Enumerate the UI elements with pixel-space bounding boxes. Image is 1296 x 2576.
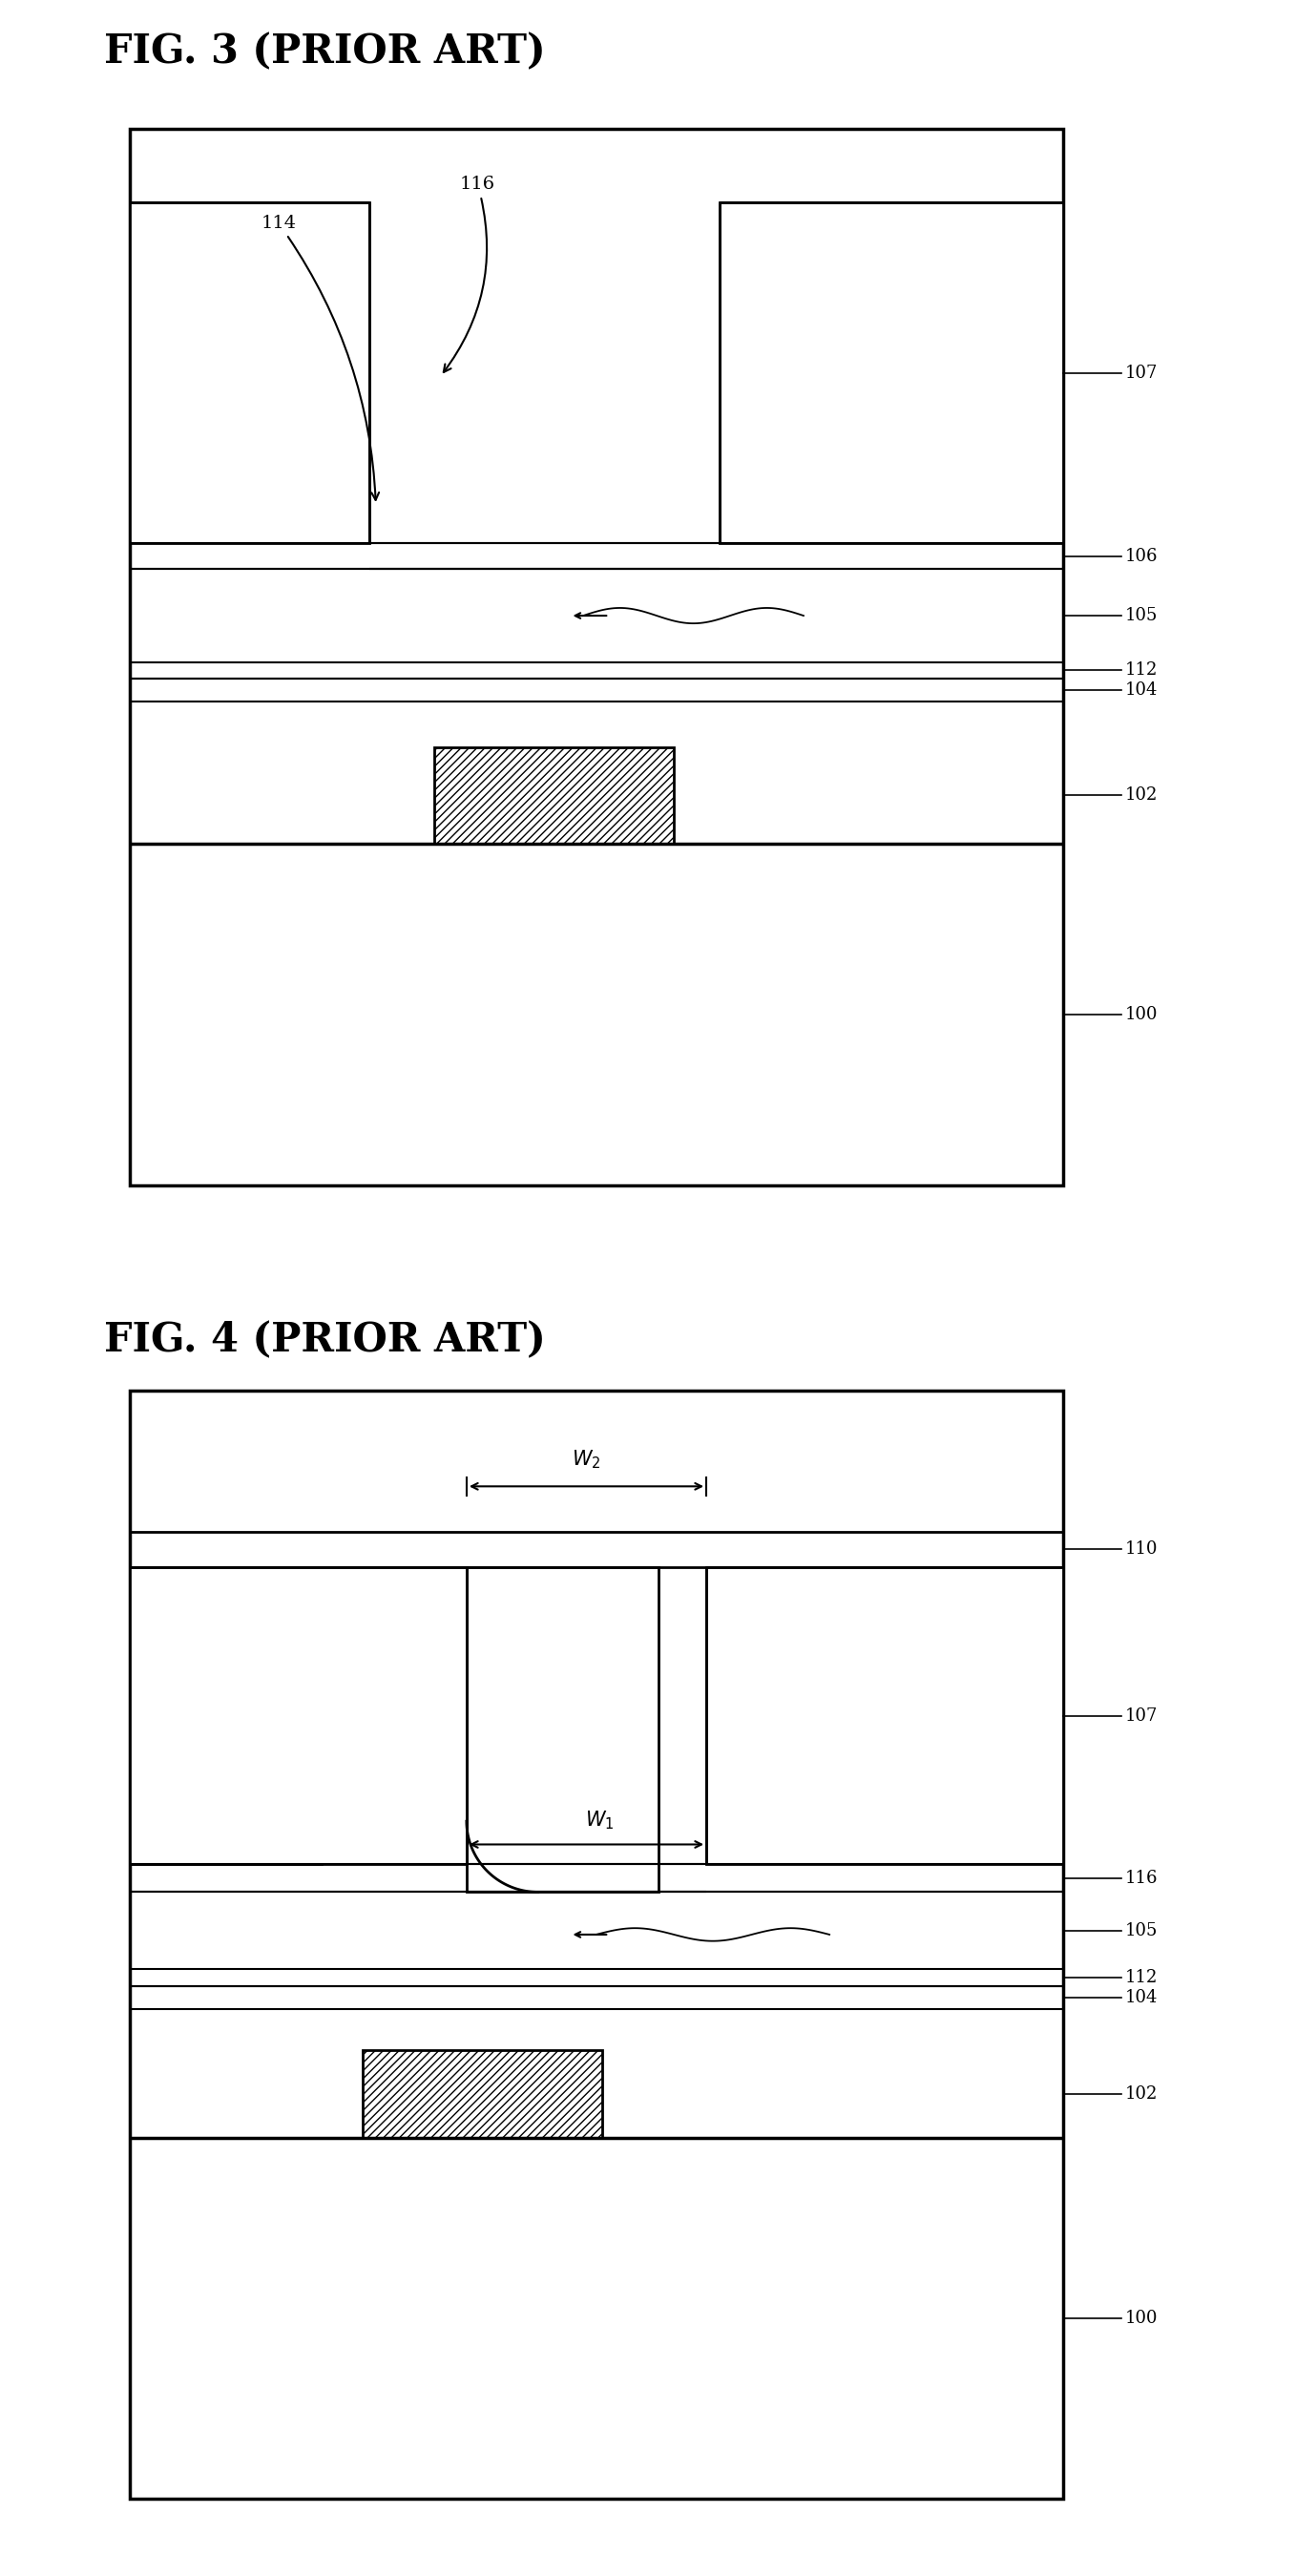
Bar [130,1391,1063,2499]
Bar [467,1566,658,1891]
Bar [719,204,1063,544]
Text: 116: 116 [443,175,495,371]
Text: 116: 116 [1125,1870,1157,1886]
Text: 104: 104 [1125,1989,1157,2007]
Bar [130,1566,467,1865]
Text: 100: 100 [1125,2311,1157,2326]
Text: 112: 112 [1125,1968,1157,1986]
Text: 114: 114 [260,214,378,500]
Text: FIG. 4 (PRIOR ART): FIG. 4 (PRIOR ART) [104,1319,546,1360]
Text: 100: 100 [1125,1005,1157,1023]
Text: 102: 102 [1125,2087,1157,2102]
Text: 107: 107 [1125,1708,1157,1723]
Text: 105: 105 [1125,608,1157,623]
Text: FIG. 3 (PRIOR ART): FIG. 3 (PRIOR ART) [104,33,546,72]
Bar [706,1566,1063,1865]
Text: 110: 110 [1125,1540,1157,1558]
Bar [363,2050,603,2138]
Text: $W_2$: $W_2$ [572,1448,601,1471]
Text: 102: 102 [1125,786,1157,804]
Text: 106: 106 [1125,549,1157,564]
Text: 107: 107 [1125,363,1157,381]
Text: 112: 112 [1125,662,1157,680]
Bar [130,129,1063,1185]
Text: $W_1$: $W_1$ [584,1808,614,1832]
Bar [130,1566,321,1865]
Text: 104: 104 [1125,683,1157,698]
Text: 105: 105 [1125,1922,1157,1940]
Bar [130,204,369,544]
Bar [434,747,674,845]
